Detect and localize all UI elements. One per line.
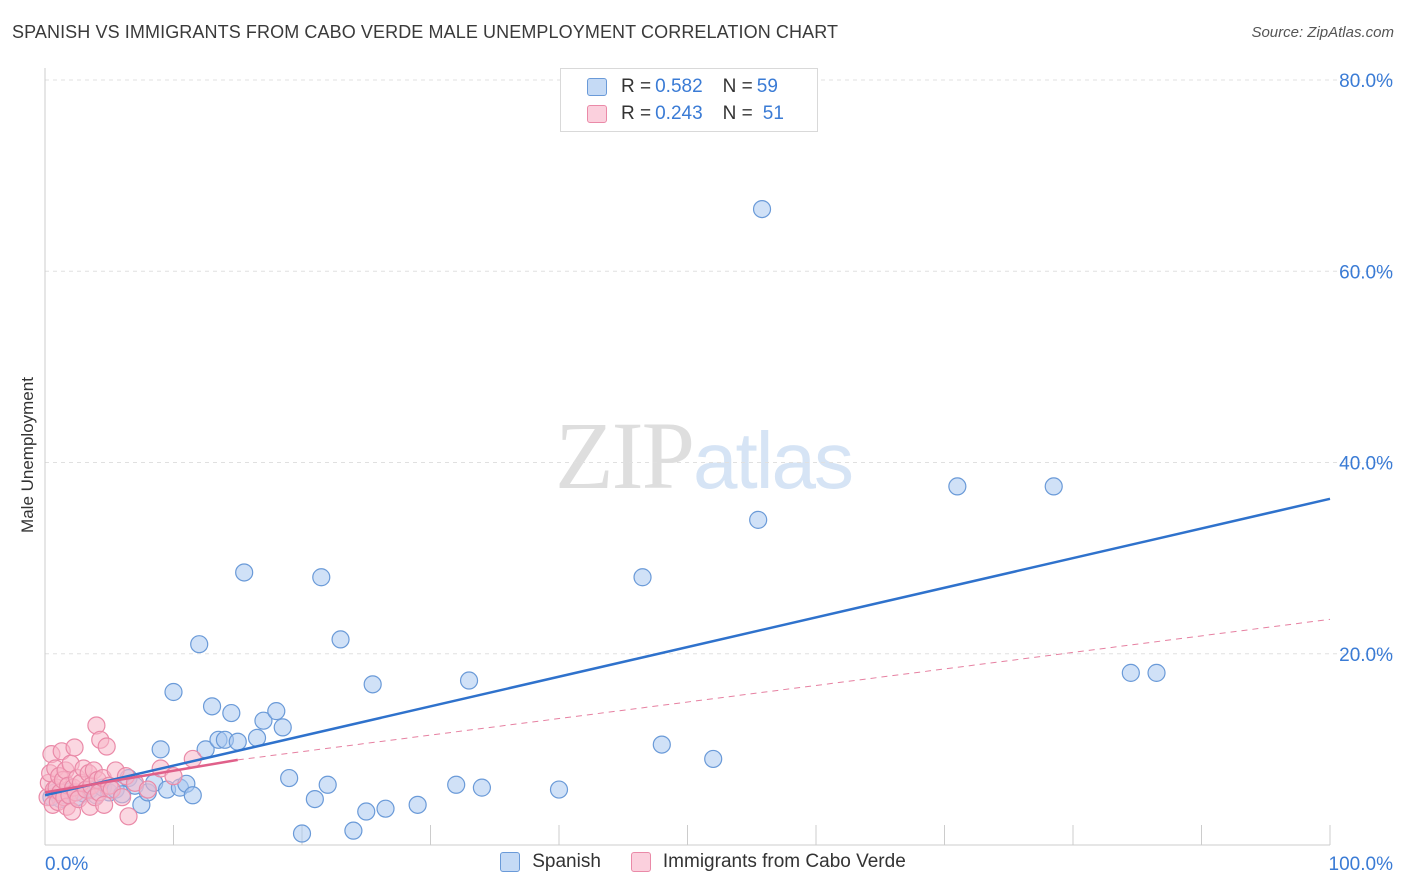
spanish-swatch: [587, 78, 607, 96]
spanish-point: [1044, 477, 1063, 496]
n-label: N =: [722, 76, 753, 97]
legend-label-cabo-verde: Immigrants from Cabo Verde: [662, 851, 906, 872]
r-label: R =: [621, 103, 652, 124]
cabo-verde-swatch: [587, 105, 607, 123]
r-value-cabo-verde: 0.243: [655, 103, 703, 124]
spanish-point: [749, 510, 768, 529]
spanish-point: [652, 735, 671, 754]
y-tick-label: 20.0%: [1339, 645, 1393, 666]
cabo-verde-point: [97, 737, 116, 756]
spanish-point: [376, 799, 395, 818]
x-tick-label: 100.0%: [1329, 854, 1394, 875]
y-tick-label: 40.0%: [1339, 454, 1393, 475]
spanish-point: [228, 732, 247, 751]
n-value-spanish: 59: [756, 76, 778, 97]
spanish-point: [331, 630, 350, 649]
spanish-point: [447, 775, 466, 794]
spanish-point: [183, 786, 202, 805]
spanish-point: [235, 563, 254, 582]
spanish-point: [202, 697, 222, 716]
spanish-trend-line: [44, 497, 1331, 797]
legend-item-cabo-verde[interactable]: Immigrants from Cabo Verde: [630, 851, 906, 873]
watermark: ZIPatlas: [555, 400, 854, 511]
cabo-verde-point: [95, 795, 114, 814]
spanish-point: [305, 789, 324, 809]
legend-item-spanish[interactable]: Spanish: [500, 851, 601, 873]
watermark-atlas: atlas: [693, 416, 854, 505]
cabo-verde-swatch: [630, 852, 651, 872]
spanish-point: [1147, 663, 1166, 682]
spanish-point: [164, 682, 183, 702]
spanish-point: [292, 824, 312, 843]
spanish-point: [344, 821, 363, 840]
n-label: N =: [722, 103, 753, 124]
spanish-point: [1121, 663, 1140, 682]
spanish-point: [472, 778, 491, 797]
spanish-point: [459, 671, 479, 690]
cabo-verde-point: [112, 788, 132, 807]
spanish-point: [151, 740, 170, 759]
spanish-point: [267, 702, 286, 721]
source-label: Source: ZipAtlas.com: [1251, 24, 1394, 41]
cabo-verde-trend-line: [44, 758, 238, 794]
spanish-point: [752, 199, 772, 219]
spanish-point: [704, 749, 723, 769]
spanish-point: [273, 718, 292, 737]
cabo-verde-trend-line-extended: [237, 618, 1331, 761]
spanish-point: [357, 802, 376, 821]
series-legend: Spanish Immigrants from Cabo Verde: [0, 851, 1406, 873]
r-label: R =: [621, 76, 652, 97]
y-tick-label: 60.0%: [1339, 262, 1393, 283]
spanish-point: [633, 568, 652, 587]
r-value-spanish: 0.582: [655, 76, 703, 97]
spanish-point: [312, 568, 331, 587]
spanish-point: [363, 675, 382, 694]
spanish-swatch: [500, 852, 521, 872]
y-tick-label: 80.0%: [1339, 71, 1393, 92]
stats-legend-row-spanish: R = 0.582 N = 59: [587, 75, 778, 99]
spanish-point: [549, 780, 569, 799]
watermark-zip: ZIP: [555, 402, 695, 509]
spanish-point: [280, 768, 299, 788]
stats-legend-row-cabo-verde: R = 0.243 N = 51: [587, 102, 784, 126]
cabo-verde-point: [119, 807, 138, 826]
cabo-verde-point: [138, 780, 157, 799]
legend-label-spanish: Spanish: [532, 851, 601, 872]
chart-title: SPANISH VS IMMIGRANTS FROM CABO VERDE MA…: [12, 22, 839, 42]
spanish-point: [948, 477, 967, 496]
spanish-point: [318, 775, 337, 794]
spanish-point: [254, 711, 273, 730]
spanish-point: [222, 703, 241, 723]
spanish-point: [408, 795, 427, 814]
x-tick-label: 0.0%: [45, 854, 88, 875]
stats-legend: R = 0.582 N = 59 R = 0.243 N = 51: [560, 68, 818, 132]
n-value-cabo-verde: 51: [762, 103, 784, 124]
cabo-verde-point: [65, 738, 84, 757]
spanish-point: [190, 635, 209, 654]
